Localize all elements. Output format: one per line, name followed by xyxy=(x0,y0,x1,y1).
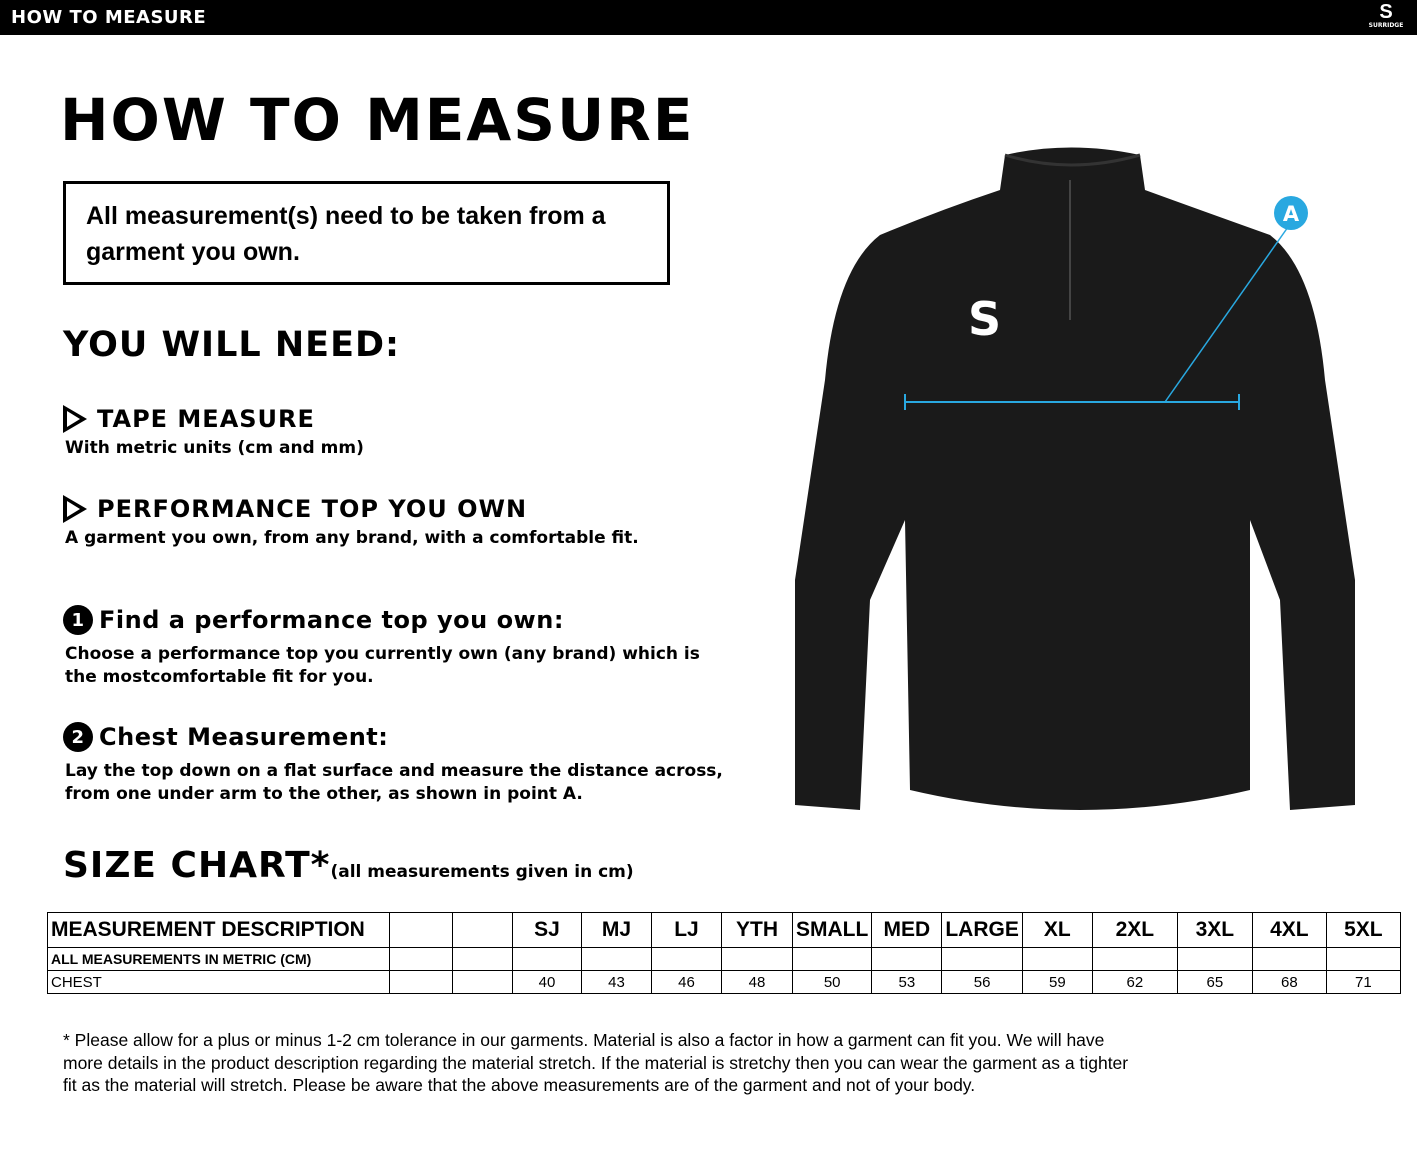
point-a-marker xyxy=(1274,196,1308,230)
surridge-s-logo: S xyxy=(968,292,1001,346)
number-2-icon: 2 xyxy=(63,722,93,752)
size-chart-table: MEASUREMENT DESCRIPTION SJ MJ LJ YTH SMALL ME… xyxy=(47,912,1401,994)
play-triangle-icon xyxy=(63,495,87,523)
table-row: ALL MEASUREMENTS IN METRIC (CM) xyxy=(47,947,1401,971)
number-1-icon: 1 xyxy=(63,605,93,635)
page-title: HOW TO MEASURE xyxy=(60,86,695,154)
size-chart-heading: SIZE CHART*(all measurements given in cm… xyxy=(63,845,634,886)
notice-box: All measurement(s) need to be taken from… xyxy=(63,181,670,285)
table-header-row: MEASUREMENT DESCRIPTION SJ MJ LJ YTH SMALL ME… xyxy=(47,912,1401,948)
play-triangle-icon xyxy=(63,405,87,433)
garment-diagram: S A xyxy=(795,147,1355,810)
item-tape-measure: TAPE MEASURE With metric units (cm and m… xyxy=(63,405,364,458)
step-1: 1 Find a performance top you own: Choose … xyxy=(63,605,700,687)
footnote: * Please allow for a plus or minus 1-2 c… xyxy=(63,1030,1129,1095)
you-will-need-heading: YOU WILL NEED: xyxy=(63,325,401,365)
shirt-image xyxy=(795,147,1355,810)
item-performance-top: PERFORMANCE TOP YOU OWN A garment you ow… xyxy=(63,495,639,548)
top-bar: HOW TO MEASURE S SURRIDGE xyxy=(0,0,1417,35)
step-2: 2 Chest Measurement: Lay the top down on … xyxy=(63,722,723,804)
svg-text:A: A xyxy=(1283,202,1300,226)
table-row: CHEST 40 43 46 48 50 53 56 59 62 65 68 71 xyxy=(47,970,1401,994)
header-title: HOW TO MEASURE xyxy=(11,7,207,28)
surridge-logo: S SURRIDGE xyxy=(1368,1,1404,29)
